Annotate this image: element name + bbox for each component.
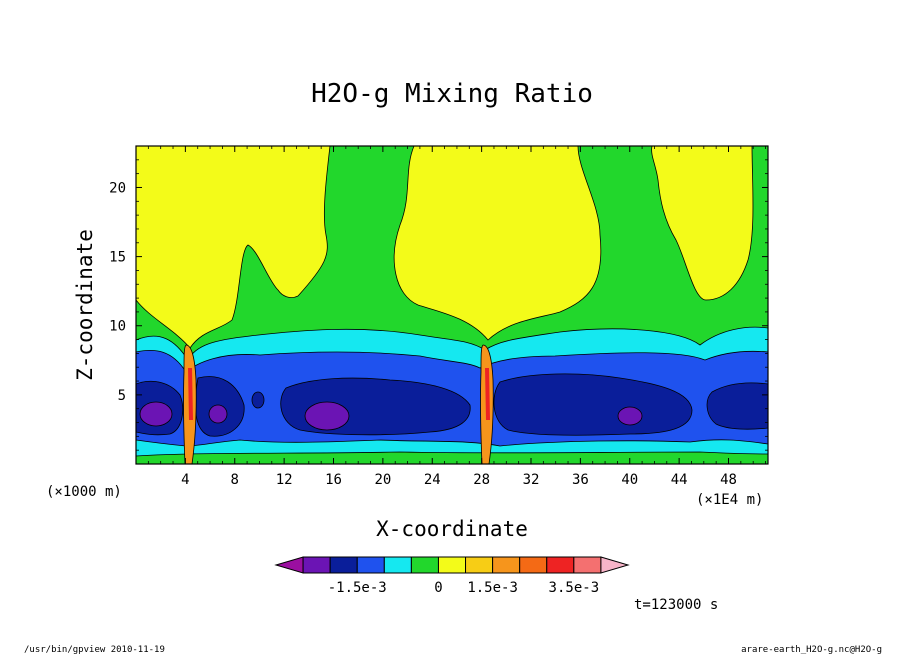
- contour-level-purple: [208, 404, 228, 424]
- colorbar-tick-label: 0: [434, 580, 442, 596]
- contour-level-purple: [139, 401, 173, 427]
- y-axis-ticks: 5 10 15 20: [109, 159, 768, 451]
- colorbar: [274, 556, 630, 574]
- footer-left: /usr/bin/gpview 2010-11-19: [24, 645, 165, 654]
- y-tick-label: 15: [109, 250, 126, 266]
- x-tick-label: 28: [473, 472, 490, 488]
- y-axis-label: Z-coordinate: [73, 229, 97, 381]
- colorbar-swatch: [546, 556, 575, 574]
- contour-level-purple: [304, 401, 350, 431]
- contour-level-yellow: [393, 146, 602, 341]
- contour-level-darkblue: [251, 391, 265, 409]
- colorbar-tick-label: -1.5e-3: [328, 580, 387, 596]
- colorbar-swatch: [519, 556, 548, 574]
- chart-title: H2O-g Mixing Ratio: [311, 79, 593, 109]
- x-tick-label: 8: [231, 472, 239, 488]
- contour-level-red: [188, 368, 193, 420]
- contour-level-red: [485, 368, 490, 420]
- colorbar-swatch: [573, 556, 602, 574]
- x-axis-label: X-coordinate: [376, 517, 528, 541]
- y-tick-label: 10: [109, 319, 126, 335]
- x-tick-label: 4: [181, 472, 189, 488]
- x-axis-unit-left: (×1000 m): [46, 484, 122, 500]
- colorbar-tick-labels: -1.5e-3 0 1.5e-3 3.5e-3: [328, 580, 599, 596]
- colorbar-tick-label: 3.5e-3: [549, 580, 600, 596]
- x-tick-label: 36: [572, 472, 589, 488]
- contour-level-darkblue: [706, 382, 768, 430]
- colorbar-swatch: [383, 556, 412, 574]
- x-tick-label: 44: [671, 472, 688, 488]
- contour-level-green: [136, 451, 768, 464]
- colorbar-swatch: [302, 556, 331, 574]
- x-tick-label: 32: [523, 472, 540, 488]
- colorbar-swatch: [274, 556, 304, 574]
- y-tick-label: 5: [118, 388, 126, 404]
- x-tick-label: 12: [276, 472, 293, 488]
- x-tick-label: 24: [424, 472, 441, 488]
- x-axis-unit-right: (×1E4 m): [696, 492, 763, 508]
- x-tick-label: 16: [325, 472, 342, 488]
- colorbar-tick-label: 1.5e-3: [467, 580, 518, 596]
- y-tick-label: 20: [109, 180, 126, 196]
- colorbar-swatch: [437, 556, 467, 574]
- colorbar-swatch: [410, 556, 439, 574]
- time-label: t=123000 s: [634, 597, 718, 613]
- colorbar-swatch: [329, 556, 358, 574]
- colorbar-swatch: [492, 556, 521, 574]
- colorbar-swatch: [356, 556, 385, 574]
- x-tick-label: 48: [720, 472, 737, 488]
- colorbar-swatch: [465, 556, 494, 574]
- contour-plot: [136, 146, 768, 464]
- x-tick-label: 20: [374, 472, 391, 488]
- contour-level-purple: [617, 406, 643, 426]
- footer-right: arare-earth_H2O-g.nc@H2O-g: [741, 645, 882, 654]
- contour-level-darkblue: [493, 373, 693, 436]
- x-tick-label: 40: [621, 472, 638, 488]
- contour-level-yellow: [651, 146, 754, 301]
- x-axis-ticks: 4 8 12 16 20 24 28 32 36 40 44 48: [147, 146, 766, 488]
- plot-frame: [135, 145, 769, 465]
- colorbar-swatch: [600, 556, 630, 574]
